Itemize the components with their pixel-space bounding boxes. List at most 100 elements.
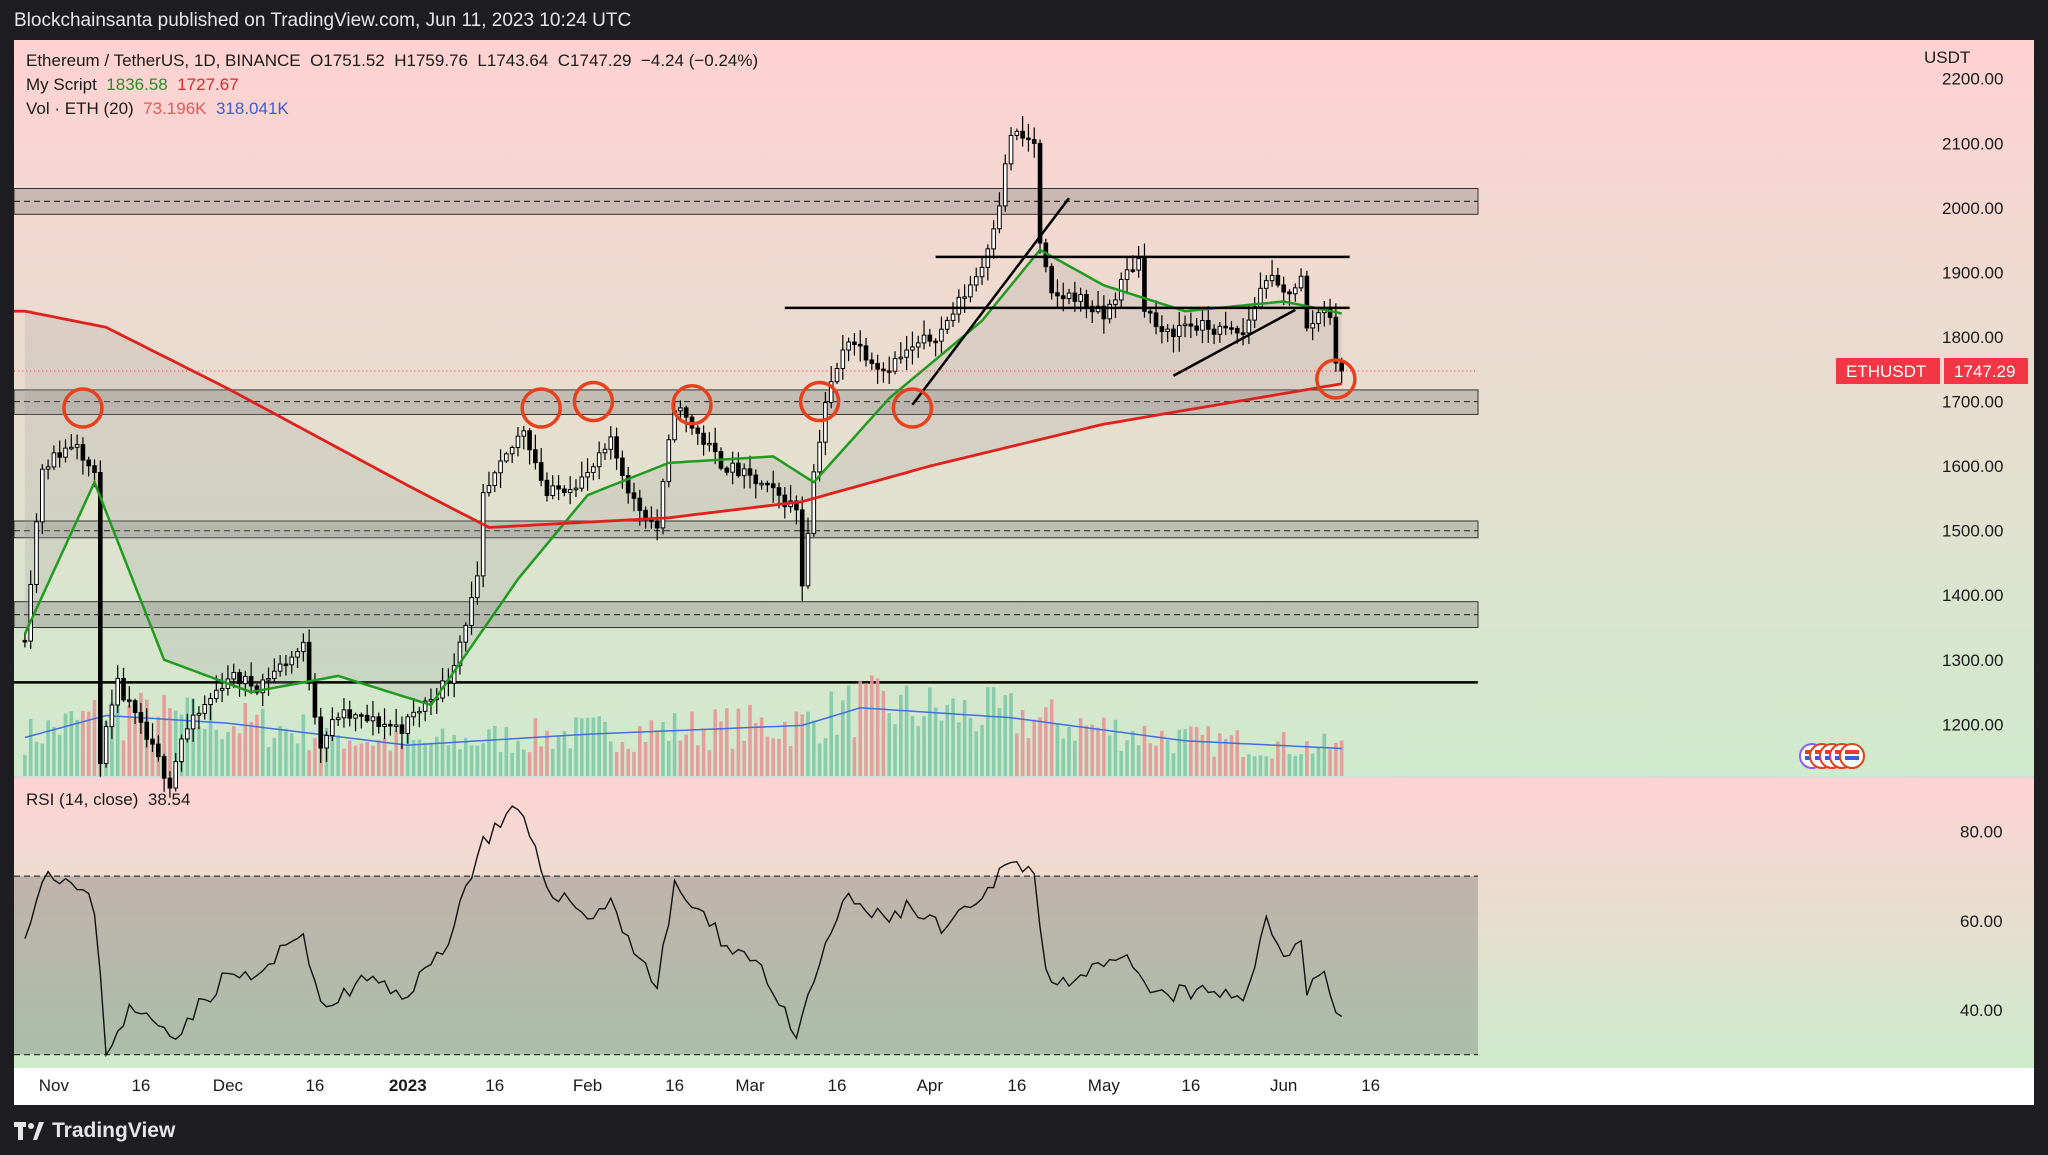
candle[interactable] <box>852 333 857 356</box>
price-tag[interactable]: ETHUSDT 1747.29 <box>1836 358 2028 385</box>
candle[interactable] <box>741 463 747 489</box>
candle[interactable] <box>504 451 509 464</box>
candle[interactable] <box>1049 263 1054 300</box>
highlight-circle[interactable] <box>520 387 562 429</box>
ma-short-line[interactable] <box>23 248 1342 707</box>
candle[interactable] <box>80 437 86 475</box>
candle[interactable] <box>1159 315 1165 344</box>
candle[interactable] <box>1298 268 1304 292</box>
candle[interactable] <box>1002 154 1008 212</box>
candle[interactable] <box>712 427 718 465</box>
candle[interactable] <box>156 734 161 762</box>
candle[interactable] <box>208 692 213 721</box>
candle[interactable] <box>1147 308 1153 324</box>
candle[interactable] <box>457 635 463 675</box>
candle[interactable] <box>498 449 503 489</box>
highlight-circle[interactable] <box>798 380 841 423</box>
candle[interactable] <box>393 708 399 733</box>
candle[interactable] <box>654 509 660 541</box>
candle[interactable] <box>161 753 167 792</box>
candle[interactable] <box>318 707 324 764</box>
candle[interactable] <box>869 352 875 371</box>
candle[interactable] <box>678 400 683 420</box>
candle[interactable] <box>486 471 492 497</box>
candle[interactable] <box>109 689 115 739</box>
candle[interactable] <box>132 698 138 724</box>
candle[interactable] <box>1153 300 1159 335</box>
candle[interactable] <box>823 391 828 456</box>
candle[interactable] <box>701 425 706 456</box>
candle[interactable] <box>567 476 573 505</box>
candle[interactable] <box>886 356 892 384</box>
candle[interactable] <box>1194 318 1199 336</box>
candle[interactable] <box>846 337 851 362</box>
candle[interactable] <box>509 445 515 464</box>
candle[interactable] <box>875 354 880 384</box>
candle[interactable] <box>979 257 985 285</box>
candle[interactable] <box>1020 116 1025 147</box>
candle[interactable] <box>127 686 132 708</box>
candle[interactable] <box>1060 282 1066 312</box>
candle[interactable] <box>857 330 863 362</box>
candle[interactable] <box>1310 310 1315 341</box>
highlight-circle[interactable] <box>1315 358 1357 400</box>
candle[interactable] <box>34 513 39 594</box>
candle[interactable] <box>359 712 364 729</box>
candle[interactable] <box>324 731 329 762</box>
candle[interactable] <box>1223 311 1228 336</box>
candle[interactable] <box>1229 320 1234 335</box>
support-zone[interactable] <box>13 520 1479 539</box>
candle[interactable] <box>805 517 811 590</box>
candle[interactable] <box>585 458 590 491</box>
candle[interactable] <box>277 655 283 677</box>
candle[interactable] <box>753 469 759 499</box>
candle[interactable] <box>968 275 973 303</box>
candle[interactable] <box>666 434 672 488</box>
candle[interactable] <box>347 700 353 727</box>
candle[interactable] <box>301 633 306 662</box>
candle[interactable] <box>898 342 904 364</box>
candle[interactable] <box>765 480 770 493</box>
candle[interactable] <box>910 331 915 365</box>
candle[interactable] <box>179 734 184 772</box>
candle[interactable] <box>544 472 550 502</box>
candle[interactable] <box>834 362 840 385</box>
candle[interactable] <box>248 662 254 695</box>
candle[interactable] <box>45 459 51 480</box>
candle[interactable] <box>475 561 480 605</box>
candle[interactable] <box>1188 312 1194 339</box>
candle[interactable] <box>625 466 631 504</box>
candle[interactable] <box>579 461 585 492</box>
candle[interactable] <box>927 328 933 347</box>
highlight-circle[interactable] <box>572 380 615 423</box>
candle[interactable] <box>295 647 300 669</box>
rsi-line[interactable] <box>24 805 1343 1058</box>
candle[interactable] <box>991 220 996 259</box>
candle[interactable] <box>1136 246 1141 278</box>
candle[interactable] <box>370 701 376 736</box>
trendline[interactable] <box>1172 308 1296 377</box>
candle[interactable] <box>707 432 712 452</box>
candle[interactable] <box>770 470 776 503</box>
candle[interactable] <box>973 267 979 292</box>
candle[interactable] <box>289 650 295 674</box>
candle[interactable] <box>480 483 486 588</box>
candle[interactable] <box>353 712 358 732</box>
candle[interactable] <box>417 706 422 728</box>
candle[interactable] <box>747 455 753 489</box>
candle[interactable] <box>562 485 567 497</box>
legend-symbol[interactable]: Ethereum / TetherUS, 1D, BINANCE <box>26 51 301 70</box>
candle[interactable] <box>939 316 944 356</box>
candle[interactable] <box>399 716 405 750</box>
candle[interactable] <box>683 405 689 433</box>
candle[interactable] <box>840 335 846 380</box>
candle[interactable] <box>237 669 242 697</box>
candle[interactable] <box>1130 255 1136 273</box>
candle[interactable] <box>219 672 225 703</box>
rsi-name[interactable]: RSI (14, close) <box>26 790 139 809</box>
candle[interactable] <box>121 667 126 703</box>
candle[interactable] <box>115 665 121 714</box>
ma-long-line[interactable] <box>14 309 1342 529</box>
candle[interactable] <box>1205 306 1211 343</box>
candle[interactable] <box>196 706 202 730</box>
